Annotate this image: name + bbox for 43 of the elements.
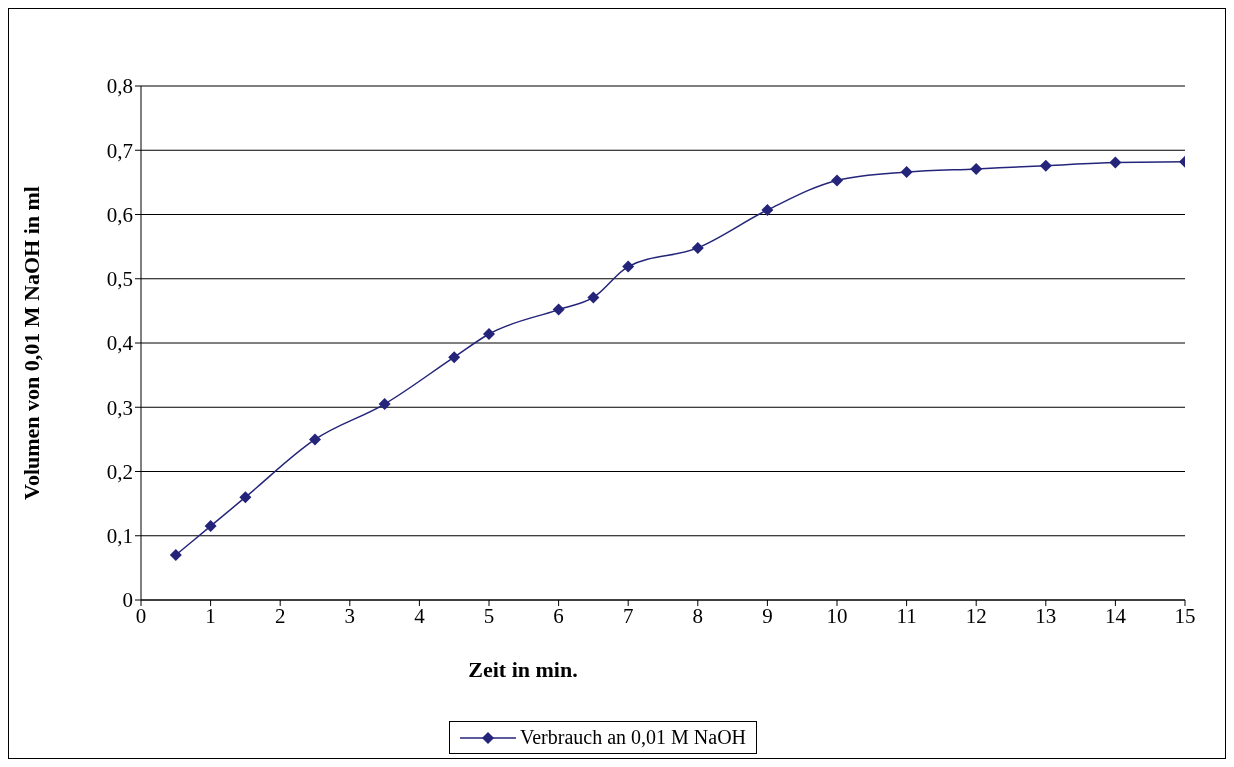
point <box>970 162 983 175</box>
y-axis-title: Volumen von 0,01 M NaOH in ml <box>18 186 44 500</box>
point <box>378 398 391 411</box>
point <box>691 241 704 254</box>
y-tick-label: 0,4 <box>106 331 134 356</box>
x-tick-label: 6 <box>553 603 564 628</box>
point <box>552 303 565 316</box>
point <box>239 491 252 504</box>
point <box>587 291 600 304</box>
y-tick-label: 0,6 <box>106 202 133 227</box>
y-tick-label: 0,5 <box>106 267 133 292</box>
point <box>448 351 461 364</box>
x-tick-label: 14 <box>1104 603 1127 628</box>
x-tick-label: 4 <box>414 603 426 628</box>
y-tick-label: 0,2 <box>106 459 133 484</box>
x-tick-label: 10 <box>826 603 848 628</box>
x-tick-label: 11 <box>896 603 917 628</box>
x-tick-label: 15 <box>1174 603 1196 628</box>
y-tick-label: 0,7 <box>106 138 133 163</box>
x-tick-label: 7 <box>622 603 634 628</box>
point <box>900 166 913 179</box>
point <box>1039 159 1052 172</box>
point <box>622 260 635 273</box>
y-tick-label: 0,1 <box>106 524 133 549</box>
y-tick-label: 0,3 <box>106 395 133 420</box>
point <box>831 174 843 187</box>
point <box>1109 156 1122 169</box>
point <box>169 549 182 562</box>
x-tick-label: 3 <box>344 603 356 628</box>
legend-label: Verbrauch an 0,01 M NaOH <box>518 726 747 749</box>
point <box>204 520 217 533</box>
x-tick-label: 1 <box>205 603 216 628</box>
x-tick-label: 2 <box>274 603 286 628</box>
x-tick-label: 5 <box>483 603 495 628</box>
point <box>309 433 321 446</box>
point <box>761 204 774 216</box>
point <box>483 328 495 341</box>
x-tick-label: 8 <box>692 603 704 628</box>
x-tick-label: 13 <box>1035 603 1057 628</box>
x-axis-title: Zeit in min. <box>468 657 578 682</box>
x-tick-label: 12 <box>965 603 987 628</box>
y-tick-label: 0,8 <box>106 74 133 99</box>
x-tick-label: 9 <box>762 603 773 628</box>
